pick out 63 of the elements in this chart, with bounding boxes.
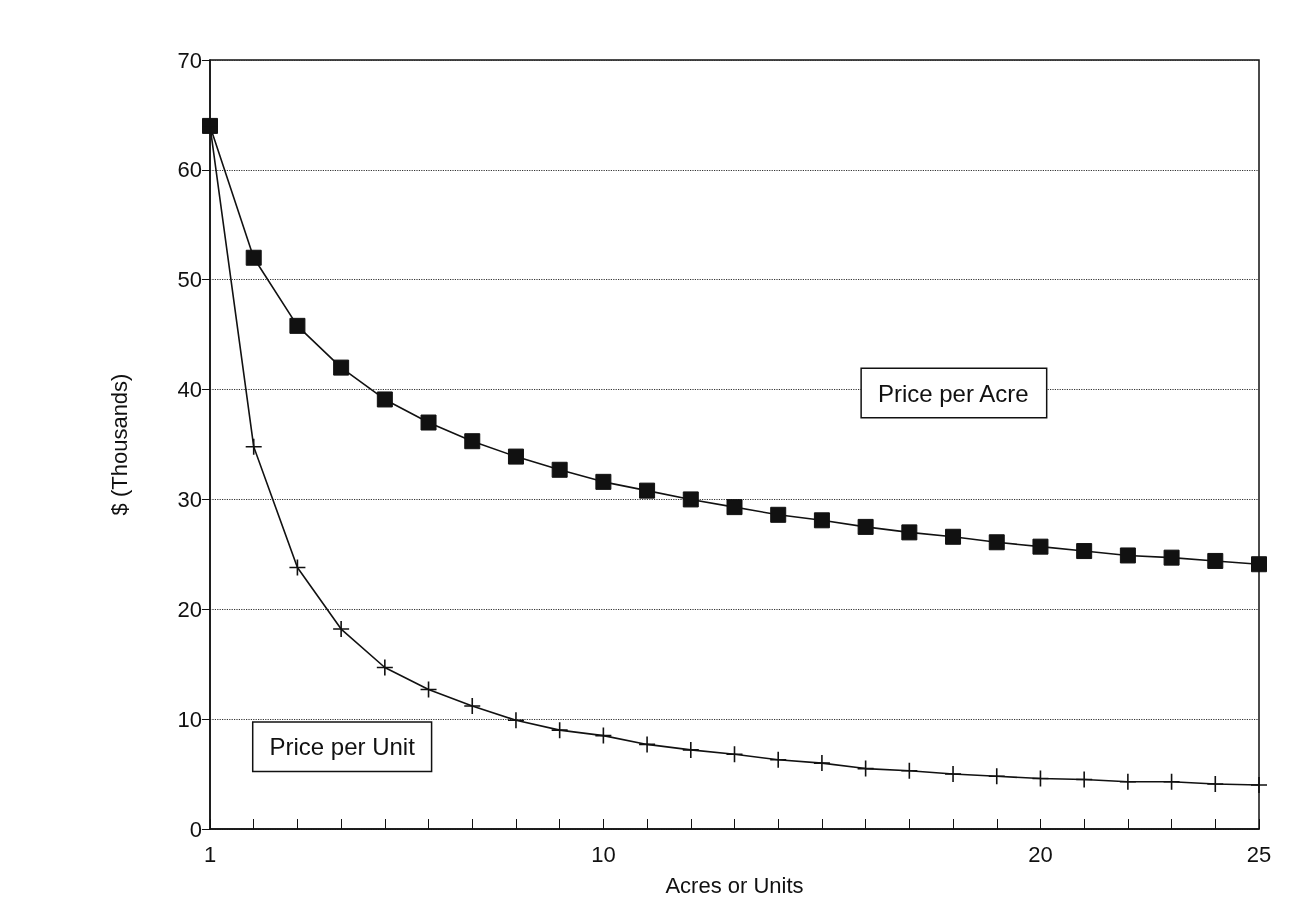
x-tick-label: 1	[203, 841, 217, 867]
point	[639, 482, 656, 499]
point	[463, 697, 482, 715]
point	[638, 735, 656, 754]
point	[594, 726, 613, 745]
point	[1251, 556, 1267, 573]
point	[1163, 549, 1180, 566]
point	[1206, 775, 1225, 793]
point	[900, 761, 919, 780]
point	[420, 414, 437, 431]
point	[376, 391, 393, 408]
point	[682, 491, 699, 508]
point	[1076, 543, 1093, 560]
point	[244, 437, 263, 456]
point	[288, 558, 307, 577]
point	[1031, 769, 1050, 788]
x-tick-label: 20	[1028, 841, 1053, 867]
point	[945, 528, 962, 545]
point	[1162, 772, 1181, 791]
point	[550, 721, 569, 739]
y-axis-title: $ (Thousands)	[106, 373, 132, 516]
y-tick-label: 20	[177, 596, 202, 622]
point	[770, 506, 787, 523]
point	[725, 745, 744, 764]
y-tick-label: 40	[177, 377, 202, 403]
point	[944, 765, 962, 783]
x-tick-label: 10	[591, 841, 616, 867]
y-tick-label: 10	[177, 706, 202, 732]
point	[464, 433, 481, 450]
point	[507, 448, 524, 465]
point	[245, 249, 262, 266]
point	[507, 711, 525, 730]
point	[987, 767, 1006, 786]
point	[726, 499, 743, 516]
y-tick-label: 0	[189, 816, 202, 842]
point	[595, 473, 612, 490]
point	[1250, 776, 1268, 794]
point	[857, 518, 874, 535]
point	[901, 524, 918, 541]
point	[1119, 547, 1136, 564]
point	[419, 680, 438, 699]
series-label: Price per Unit	[269, 733, 416, 761]
y-tick-label: 70	[177, 47, 202, 73]
x-tick-label: 25	[1246, 841, 1272, 867]
point	[681, 741, 700, 759]
x-axis-title: Acres or Units	[665, 872, 804, 898]
point	[1075, 770, 1093, 789]
point	[289, 317, 306, 334]
point	[376, 658, 394, 677]
y-tick-label: 60	[177, 157, 202, 183]
point	[551, 461, 568, 478]
point	[988, 534, 1005, 551]
point	[332, 620, 350, 638]
y-tick-label: 30	[177, 486, 202, 512]
point	[813, 512, 830, 529]
point	[769, 750, 788, 769]
y-tick-label: 50	[177, 267, 202, 293]
point	[333, 359, 350, 376]
point	[1207, 552, 1224, 569]
point	[813, 754, 831, 772]
point	[1032, 538, 1049, 555]
point	[856, 759, 875, 778]
text: Price per Acre	[877, 379, 1029, 407]
